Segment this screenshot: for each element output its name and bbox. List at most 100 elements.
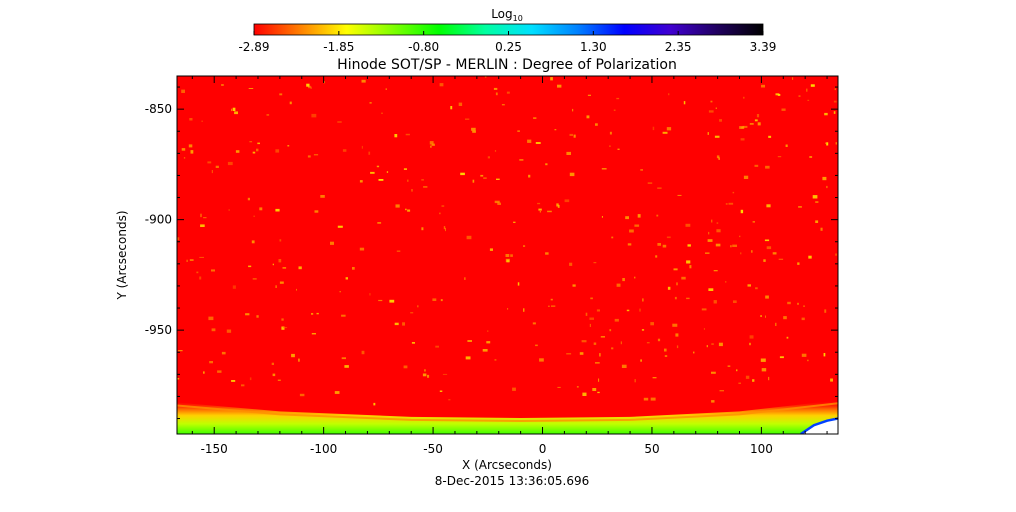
feature-speck bbox=[298, 266, 302, 270]
feature-speck bbox=[589, 317, 594, 320]
feature-speck bbox=[801, 353, 807, 357]
feature-speck bbox=[417, 305, 419, 308]
feature-speck bbox=[572, 108, 574, 112]
feature-speck bbox=[381, 112, 383, 114]
feature-speck bbox=[423, 186, 428, 188]
feature-speck bbox=[548, 305, 550, 307]
feature-speck bbox=[252, 278, 257, 280]
feature-speck bbox=[551, 305, 556, 307]
feature-speck bbox=[275, 149, 280, 153]
feature-speck bbox=[505, 254, 510, 257]
feature-speck bbox=[576, 386, 579, 388]
feature-speck bbox=[495, 92, 498, 96]
feature-speck bbox=[616, 97, 620, 100]
feature-speck bbox=[307, 155, 311, 158]
feature-speck bbox=[815, 220, 819, 223]
feature-speck bbox=[674, 296, 677, 300]
feature-speck bbox=[556, 203, 559, 207]
feature-speck bbox=[369, 293, 371, 296]
feature-speck bbox=[557, 386, 561, 388]
feature-speck bbox=[471, 127, 476, 131]
feature-speck bbox=[466, 235, 472, 240]
feature-speck bbox=[279, 281, 284, 284]
feature-speck bbox=[728, 202, 734, 205]
feature-speck bbox=[352, 267, 355, 270]
feature-speck bbox=[247, 197, 250, 201]
feature-speck bbox=[199, 276, 202, 280]
feature-speck bbox=[708, 288, 714, 291]
feature-speck bbox=[252, 151, 256, 154]
feature-speck bbox=[650, 322, 654, 326]
chart-title: Hinode SOT/SP - MERLIN : Degree of Polar… bbox=[337, 57, 677, 73]
colorbar: Log10 -2.89 -1.85 -0.80 0.25 1.30 2.35 3.39 bbox=[238, 7, 776, 54]
feature-speck bbox=[725, 281, 727, 283]
feature-speck bbox=[822, 176, 827, 181]
feature-speck bbox=[472, 130, 476, 133]
feature-speck bbox=[798, 206, 802, 208]
feature-speck bbox=[221, 84, 224, 86]
feature-speck bbox=[595, 123, 598, 126]
feature-speck bbox=[585, 312, 588, 316]
y-tick-label: -850 bbox=[145, 102, 172, 116]
feature-speck bbox=[368, 151, 371, 155]
feature-speck bbox=[689, 265, 692, 269]
feature-speck bbox=[812, 195, 818, 199]
feature-speck bbox=[448, 399, 451, 401]
feature-speck bbox=[200, 224, 205, 227]
feature-speck bbox=[736, 369, 738, 372]
feature-speck bbox=[226, 329, 232, 333]
feature-speck bbox=[662, 131, 668, 134]
feature-speck bbox=[693, 351, 695, 354]
feature-speck bbox=[807, 99, 810, 101]
colorbar-title: Log10 bbox=[491, 7, 523, 23]
feature-speck bbox=[535, 344, 538, 347]
colorbar-tick-label: 0.25 bbox=[495, 40, 522, 54]
feature-speck bbox=[743, 96, 745, 99]
feature-speck bbox=[186, 259, 188, 262]
feature-speck bbox=[316, 312, 319, 315]
feature-speck bbox=[626, 309, 630, 312]
feature-speck bbox=[614, 318, 619, 322]
feature-speck bbox=[708, 231, 710, 235]
feature-speck bbox=[441, 205, 445, 207]
feature-speck bbox=[620, 341, 622, 345]
feature-speck bbox=[640, 169, 643, 171]
feature-speck bbox=[810, 84, 815, 87]
feature-speck bbox=[248, 88, 254, 89]
feature-speck bbox=[672, 323, 678, 327]
feature-speck bbox=[569, 172, 575, 177]
feature-speck bbox=[749, 123, 754, 125]
feature-speck bbox=[807, 359, 809, 362]
feature-speck bbox=[775, 93, 780, 96]
feature-speck bbox=[513, 221, 516, 223]
feature-speck bbox=[279, 93, 283, 96]
feature-speck bbox=[668, 93, 670, 96]
feature-speck bbox=[764, 239, 770, 242]
feature-speck bbox=[634, 276, 636, 279]
feature-speck bbox=[501, 104, 505, 106]
feature-speck bbox=[443, 226, 446, 230]
feature-speck bbox=[787, 301, 791, 305]
feature-speck bbox=[487, 330, 489, 332]
feature-speck bbox=[199, 256, 204, 258]
feature-speck bbox=[432, 298, 437, 301]
feature-speck bbox=[231, 380, 236, 382]
feature-speck bbox=[232, 107, 236, 111]
feature-speck bbox=[579, 352, 584, 355]
feature-speck bbox=[760, 358, 766, 362]
feature-speck bbox=[545, 252, 549, 255]
feature-speck bbox=[775, 322, 777, 326]
feature-speck bbox=[378, 299, 383, 302]
feature-speck bbox=[345, 277, 348, 280]
feature-speck bbox=[506, 91, 510, 94]
feature-speck bbox=[496, 178, 500, 180]
feature-speck bbox=[190, 150, 194, 154]
feature-speck bbox=[289, 101, 292, 105]
feature-speck bbox=[394, 322, 399, 326]
feature-speck bbox=[189, 118, 193, 121]
feature-speck bbox=[797, 262, 800, 265]
feature-speck bbox=[596, 309, 600, 312]
feature-speck bbox=[757, 122, 761, 126]
feature-speck bbox=[217, 370, 222, 373]
feature-speck bbox=[483, 177, 487, 179]
